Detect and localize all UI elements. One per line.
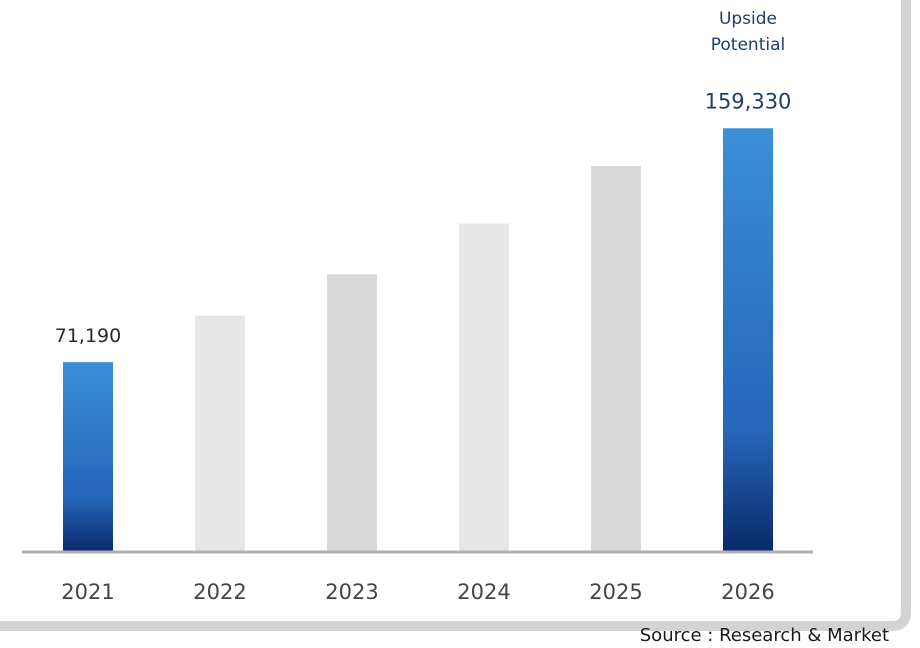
x-tick-label-2022: 2022 [193, 580, 246, 604]
bar-2024 [459, 223, 509, 551]
x-tick-label-2026: 2026 [721, 580, 774, 604]
bar-2023 [327, 274, 377, 551]
x-tick-label-2024: 2024 [457, 580, 510, 604]
labels: 2021 71,190 2022 2023 2024 2025 2026 159,330 [55, 89, 792, 604]
x-tick-label-2023: 2023 [325, 580, 378, 604]
frame-border [0, 0, 911, 631]
data-label-2021: 71,190 [55, 325, 121, 347]
bar-2025 [591, 166, 641, 552]
annotation-line: Potential [711, 35, 785, 55]
bar-2022 [195, 315, 245, 551]
source-note: Source : Research & Market [640, 625, 889, 644]
data-label-2026: 159,330 [705, 89, 792, 113]
x-tick-label-2025: 2025 [589, 580, 642, 604]
x-tick-label-2021: 2021 [61, 580, 114, 604]
upside-potential-annotation: Upside Potential [711, 9, 785, 55]
bars [63, 128, 773, 552]
bar-2021 [63, 362, 113, 551]
annotation-line: Upside [719, 9, 777, 29]
bar-2026 [723, 128, 773, 551]
chart-frame [0, 0, 911, 631]
